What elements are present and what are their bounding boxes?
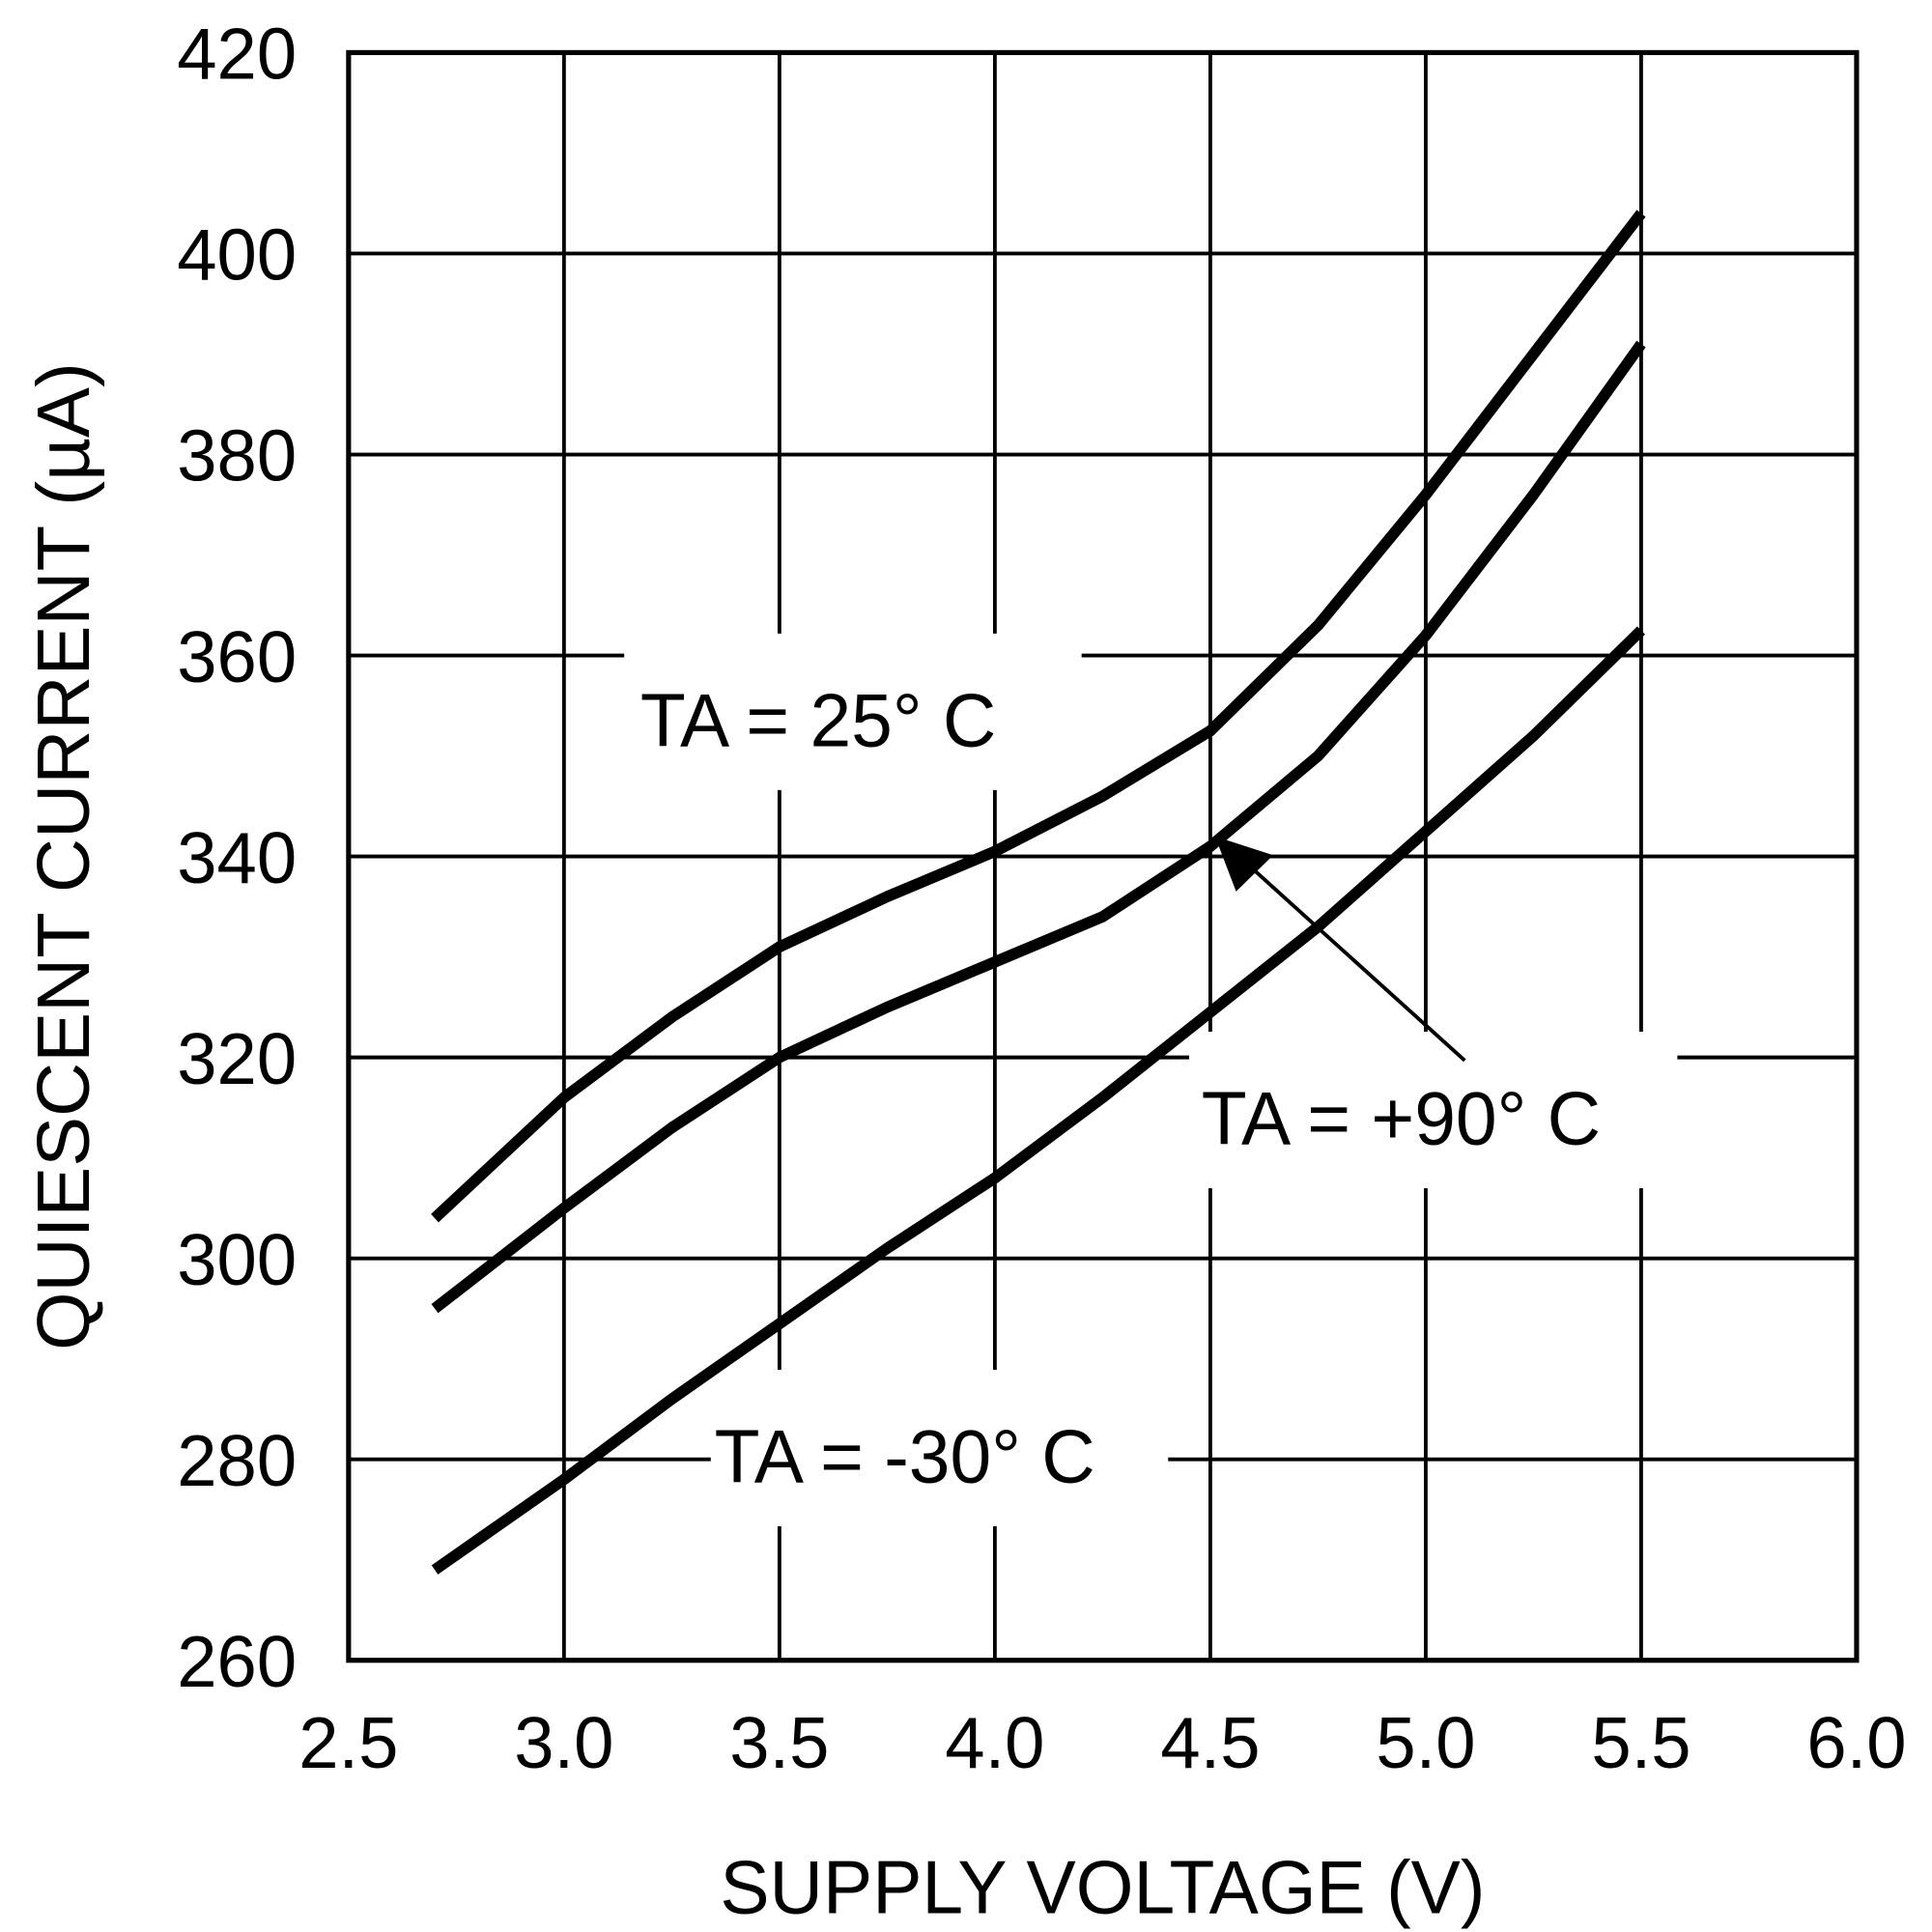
y-tick-label: 260	[177, 1621, 297, 1703]
x-tick-label: 6.0	[1806, 1702, 1906, 1784]
label-backing	[624, 633, 1082, 790]
x-tick-label: 3.0	[514, 1702, 613, 1784]
y-tick-label: 280	[177, 1419, 297, 1501]
y-axis-title: QUIESCENT CURRENT (µA)	[23, 362, 105, 1350]
series-label: TA = -30° C	[715, 1415, 1095, 1499]
label-backing	[1188, 1032, 1678, 1189]
leader-line	[1222, 840, 1466, 1063]
y-tick-label: 320	[177, 1017, 297, 1099]
x-axis-title: SUPPLY VOLTAGE (V)	[720, 1846, 1485, 1930]
x-tick-label: 4.0	[945, 1702, 1044, 1784]
y-tick-label: 420	[177, 13, 297, 95]
y-tick-label: 300	[177, 1218, 297, 1300]
series-line	[431, 340, 1646, 1314]
x-tick-label: 3.5	[729, 1702, 829, 1784]
y-tick-label: 340	[177, 816, 297, 898]
series-label: TA = 25° C	[640, 679, 997, 763]
arrow-head	[1214, 836, 1273, 892]
x-tick-label: 5.5	[1591, 1702, 1690, 1784]
x-tick-label: 2.5	[298, 1702, 398, 1784]
x-tick-label: 4.5	[1160, 1702, 1260, 1784]
series-line	[431, 626, 1645, 1575]
series-label: TA = +90° C	[1202, 1077, 1601, 1161]
label-backing	[710, 1370, 1169, 1527]
plot-frame	[346, 49, 1860, 1663]
x-tick-label: 5.0	[1376, 1702, 1475, 1784]
y-tick-label: 400	[177, 213, 297, 296]
y-tick-label: 360	[177, 615, 297, 697]
series-line	[431, 210, 1646, 1223]
y-tick-label: 380	[177, 414, 297, 497]
